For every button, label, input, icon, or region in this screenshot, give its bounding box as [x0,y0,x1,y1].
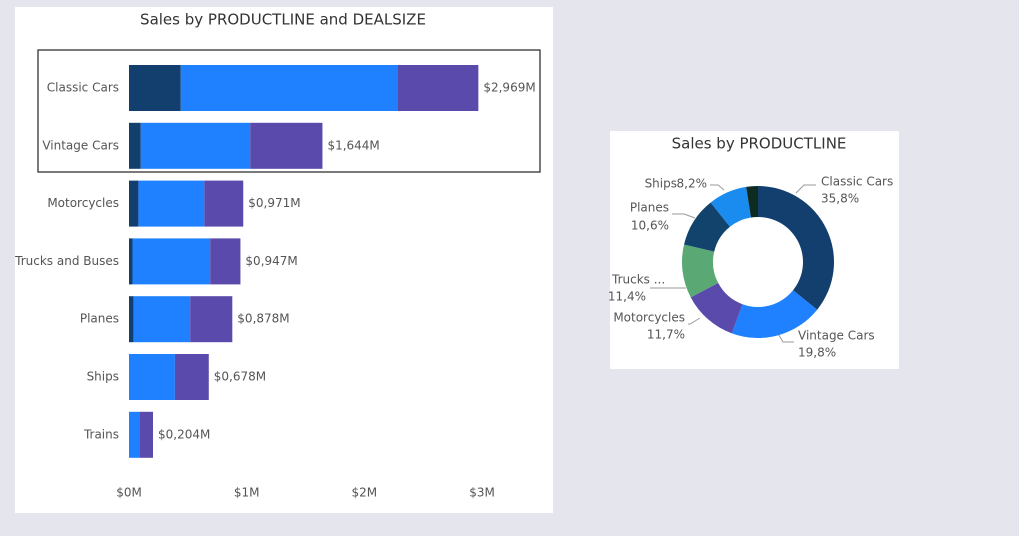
bar-segment [140,122,251,169]
bar-segment [129,296,134,343]
data-label: $0,878M [237,312,289,326]
leader-line [795,184,816,194]
data-label: $0,204M [158,427,210,441]
bar-segment [204,180,244,227]
donut-slice [690,282,743,334]
donut-slice [710,186,751,227]
y-tick-label: Ships [87,370,119,384]
bar-segment [250,122,323,169]
y-tick-label: Motorcycles [47,196,119,210]
bar-segment [129,238,133,285]
bar-segment [139,411,154,458]
data-label: $2,969M [483,81,535,95]
leader-line [672,213,696,219]
slice-label: Ships [645,177,677,191]
data-label: $0,947M [245,254,297,268]
donut-slice [746,186,758,218]
slice-value-label: 10,6% [631,219,669,233]
bar-segment [180,65,398,111]
x-tick-label: $1M [234,486,260,500]
slice-label: Planes [630,201,669,215]
slice-value-label: 11,4% [608,290,646,304]
y-tick-label: Trains [83,427,119,441]
y-tick-label: Vintage Cars [42,138,119,152]
bar-segment [129,122,141,169]
bar-segment [129,180,139,227]
y-tick-label: Planes [80,312,119,326]
data-label: $0,971M [248,196,300,210]
donut-slice [758,186,834,310]
slice-label: Motorcycles [613,311,685,325]
chart-title: Sales by PRODUCTLINE and DEALSIZE [140,11,426,29]
bar-segment [190,296,233,343]
slice-value-label: 35,8% [821,192,859,206]
bar-segment [129,354,175,400]
slice-value-label: 19,8% [798,346,836,360]
slice-value-label: 11,7% [647,328,685,342]
leader-lines [650,184,816,343]
data-label: $0,678M [214,370,266,384]
data-label: $1,644M [327,138,379,152]
slice-label: Classic Cars [821,175,893,189]
slice-value-label: 8,2% [677,177,708,191]
slice-label: Trucks ... [611,273,665,287]
bar-segment [174,354,209,400]
x-tick-label: $0M [116,486,142,500]
y-tick-label: Trucks and Buses [14,254,119,268]
bar-segment [397,65,479,111]
donut-slice [684,202,730,252]
chart-title: Sales by PRODUCTLINE [672,135,847,153]
y-tick-label: Classic Cars [47,81,119,95]
bar-segment [129,65,181,111]
donut-slice [682,244,719,298]
donut-slice [731,290,818,338]
bar-segment [132,238,211,285]
bar-segment [138,180,205,227]
leader-line [776,331,794,343]
bar-segment [133,296,191,343]
slice-label: Vintage Cars [798,329,875,343]
leader-line [710,184,725,191]
bar-segment [210,238,241,285]
x-tick-label: $3M [469,486,495,500]
selection-box [37,49,541,173]
leader-line [688,317,701,325]
x-tick-label: $2M [352,486,378,500]
bar-segment [129,411,140,458]
